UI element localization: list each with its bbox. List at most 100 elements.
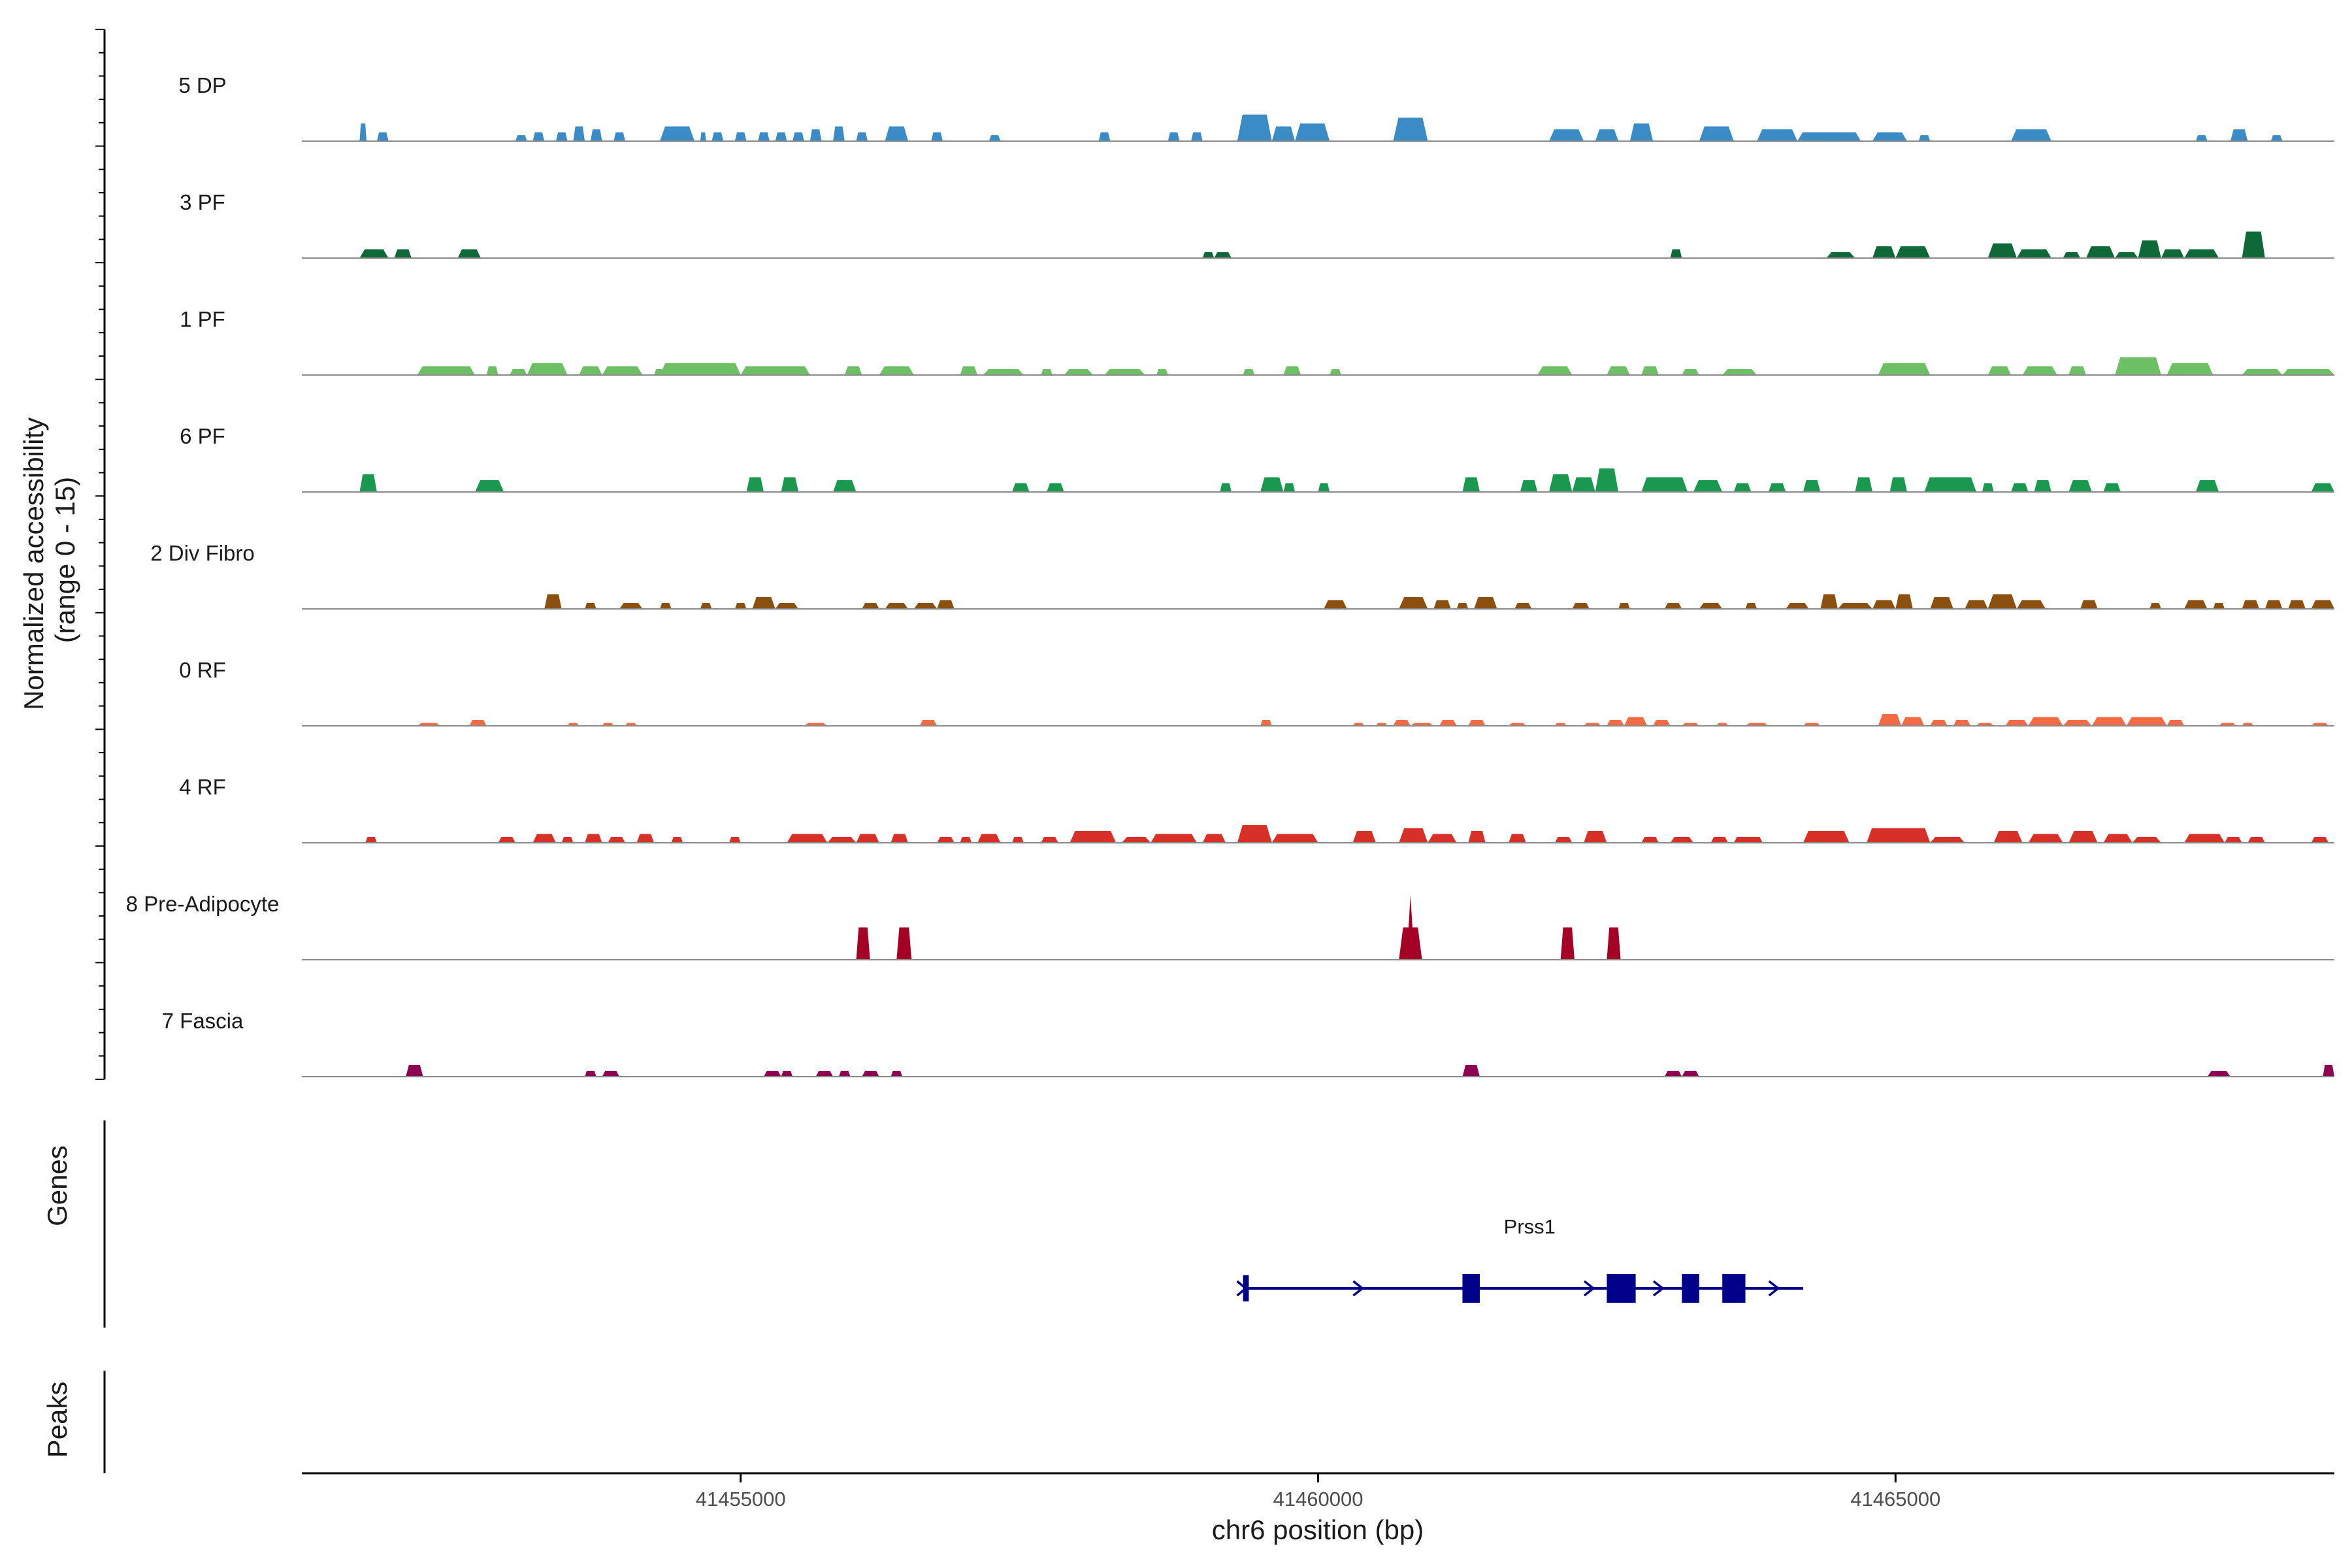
coverage-peak xyxy=(775,132,787,141)
coverage-peak xyxy=(1047,483,1064,492)
coverage-peak xyxy=(734,132,747,141)
coverage-peak xyxy=(2022,366,2057,375)
coverage-peak xyxy=(2219,723,2236,726)
coverage-peak xyxy=(1549,129,1584,141)
coverage-peak xyxy=(2138,240,2161,258)
coverage-peak xyxy=(885,126,908,141)
peaks-panel-label: Peaks xyxy=(42,1382,73,1458)
coverage-peak xyxy=(567,723,580,726)
coverage-peak xyxy=(1220,483,1232,492)
coverage-peak xyxy=(359,249,389,258)
coverage-peak xyxy=(1428,834,1457,843)
strand-arrow xyxy=(1236,1280,1248,1297)
coverage-peak xyxy=(1710,837,1728,843)
coverage-peak xyxy=(1584,831,1607,843)
coverage-peak xyxy=(1670,837,1693,843)
coverage-peak xyxy=(2242,231,2265,258)
coverage-peak xyxy=(890,1071,903,1077)
coverage-peak xyxy=(1433,600,1451,609)
coverage-peak xyxy=(2311,600,2334,609)
coverage-peak xyxy=(619,603,643,609)
coverage-peak xyxy=(1867,828,1931,843)
coverage-peak xyxy=(2270,135,2283,141)
coverage-peak xyxy=(365,837,377,843)
coverage-peak xyxy=(792,132,804,141)
coverage-peak xyxy=(555,132,568,141)
coverage-peak xyxy=(2103,834,2132,843)
coverage-peak xyxy=(1745,723,1769,726)
coverage-peak xyxy=(711,132,724,141)
coverage-peak xyxy=(1930,720,1948,726)
coverage-peak xyxy=(585,834,602,843)
coverage-peak xyxy=(1260,720,1272,726)
coverage-peak xyxy=(1682,369,1699,375)
coverage-peak xyxy=(585,603,596,609)
coverage-peak xyxy=(2091,717,2127,726)
track-label: 0 RF xyxy=(179,658,226,682)
coverage-peak xyxy=(1509,723,1526,726)
coverage-peak xyxy=(2011,129,2051,141)
coverage-peak xyxy=(856,927,870,960)
coverage-peak xyxy=(2068,366,2086,375)
coverage-peak xyxy=(1410,723,1434,726)
coverage-peak xyxy=(1214,252,1232,258)
coverage-peak xyxy=(1168,132,1180,141)
track-4-rf: 4 RF xyxy=(179,775,2334,843)
coverage-peak xyxy=(1716,723,1728,726)
coverage-peak xyxy=(1537,366,1573,375)
gene-label-prss1: Prss1 xyxy=(1504,1215,1556,1238)
track-8-pre-adipocyte: 8 Pre-Adipocyte xyxy=(126,892,2334,960)
coverage-peak xyxy=(1352,831,1376,843)
coverage-peak xyxy=(1041,369,1053,375)
track-label: 2 Div Fibro xyxy=(150,541,255,565)
coverage-peak xyxy=(1122,837,1151,843)
coverage-peak xyxy=(394,249,412,258)
track-label: 8 Pre-Adipocyte xyxy=(126,892,280,916)
coverage-peak xyxy=(1745,837,1763,843)
coverage-peak xyxy=(602,1071,620,1077)
coverage-peak xyxy=(1295,123,1330,141)
y-axis-title-line1: Normalized accessibility xyxy=(18,417,49,710)
coverage-peak xyxy=(1803,723,1821,726)
coverage-peak xyxy=(2184,834,2225,843)
coverage-peak xyxy=(2161,249,2185,258)
coverage-peak xyxy=(729,837,741,843)
coverage-peak xyxy=(1012,837,1024,843)
track-5-dp: 5 DP xyxy=(178,73,2334,142)
coverage-peak xyxy=(1855,477,1872,492)
coverage-peak xyxy=(1924,477,1976,492)
coverage-peak xyxy=(1202,834,1226,843)
coverage-peak xyxy=(1965,600,1988,609)
coverage-peak xyxy=(1202,252,1215,258)
coverage-peak xyxy=(2242,600,2260,609)
coverage-peak xyxy=(1462,477,1480,492)
coverage-peak xyxy=(2166,363,2213,375)
coverage-peak xyxy=(1987,366,2012,375)
coverage-peak xyxy=(1878,714,1902,726)
gene-track: Prss1 xyxy=(1236,1215,1803,1303)
coverage-peak xyxy=(660,363,741,375)
coverage-peak xyxy=(2207,1071,2230,1077)
coverage-peak xyxy=(2103,483,2121,492)
coverage-peak xyxy=(1191,132,1203,141)
coverage-peak xyxy=(1375,723,1388,726)
coverage-peak xyxy=(1953,720,1971,726)
coverage-peak xyxy=(856,132,868,141)
coverage-peak xyxy=(815,1071,834,1077)
coverage-peak xyxy=(1514,603,1532,609)
coverage-peak xyxy=(660,603,672,609)
coverage-peak xyxy=(1618,603,1630,609)
coverage-peak xyxy=(862,603,879,609)
track-label: 1 PF xyxy=(180,307,225,331)
coverage-peak xyxy=(2166,720,2185,726)
genes-panel-label: Genes xyxy=(42,1145,73,1226)
coverage-peak xyxy=(2132,837,2161,843)
coverage-peak xyxy=(2063,720,2092,726)
coverage-peak xyxy=(1012,483,1030,492)
coverage-peak xyxy=(625,723,637,726)
coverage-peak xyxy=(804,723,828,726)
coverage-peak xyxy=(1520,480,1538,492)
coverage-peak xyxy=(758,132,770,141)
coverage-peak xyxy=(2080,600,2098,609)
